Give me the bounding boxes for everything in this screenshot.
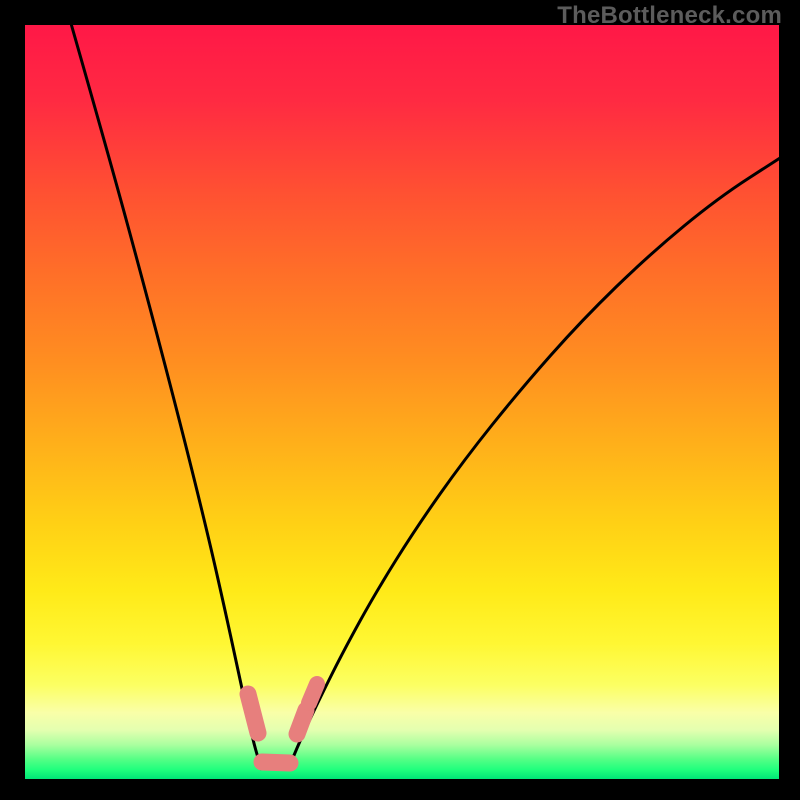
marker-blob	[309, 684, 317, 703]
marker-blob	[297, 710, 306, 734]
chart-wrapper: TheBottleneck.com	[0, 0, 800, 800]
plot-background	[25, 25, 779, 779]
chart-svg	[0, 0, 800, 800]
marker-blob	[262, 762, 290, 763]
marker-blob	[248, 694, 258, 733]
